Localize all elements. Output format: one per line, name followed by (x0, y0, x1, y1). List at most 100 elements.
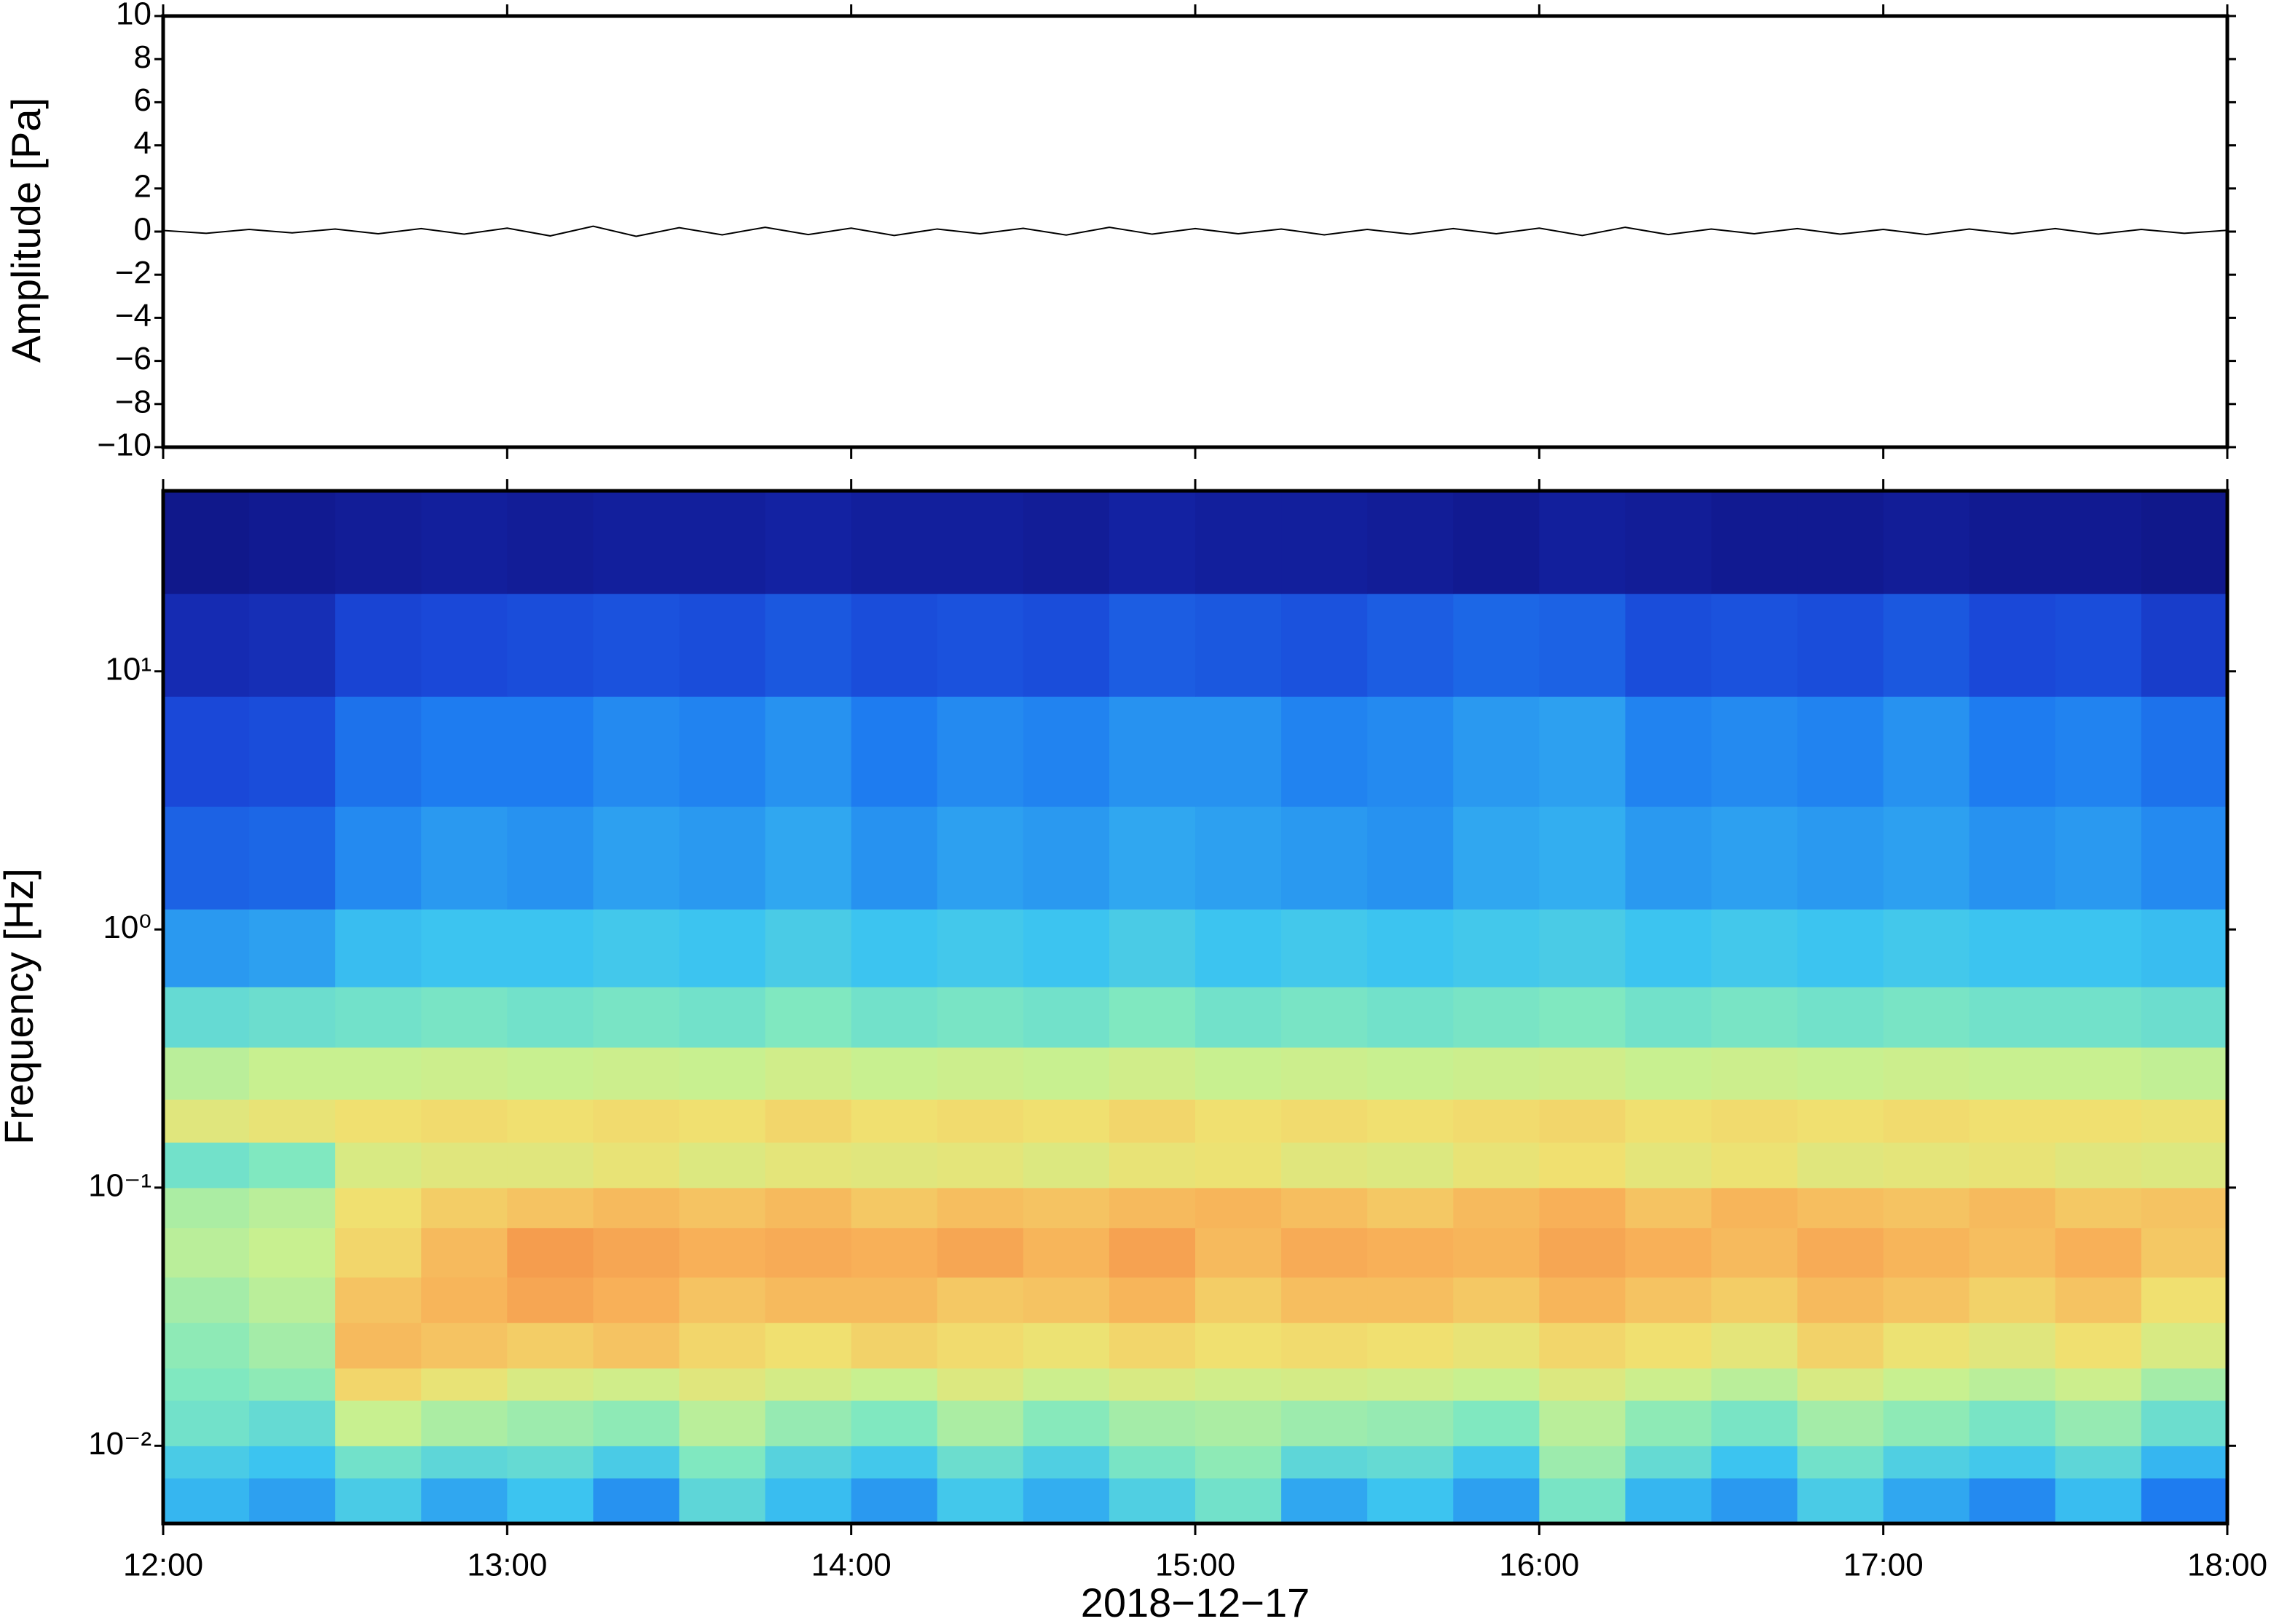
heatmap-cell (1453, 1046, 1540, 1100)
heatmap-cell (1539, 909, 1626, 988)
plot-frame (161, 489, 2229, 1526)
heatmap-cell (765, 1277, 852, 1323)
heatmap-cell (1023, 1446, 1110, 1479)
heatmap-cell (1453, 1142, 1540, 1189)
heatmap-cell (2141, 806, 2228, 910)
x-tick-label: 12:00 (123, 1548, 203, 1583)
heatmap-cell (1625, 1187, 1712, 1229)
heatmap-cell (1883, 696, 1970, 807)
heatmap-cell (1109, 806, 1196, 910)
heatmap-cell (1453, 1277, 1540, 1323)
heatmap-cell (1023, 1478, 1110, 1524)
heatmap-cell (2141, 696, 2228, 807)
heatmap-cell (1797, 1187, 1884, 1229)
heatmap-cell (2141, 491, 2228, 594)
y-tick-label: 4 (134, 125, 151, 161)
heatmap-cell (163, 1478, 250, 1524)
waveform (162, 225, 2228, 237)
heatmap-cell (937, 1227, 1024, 1278)
heatmap-cell (593, 1142, 680, 1189)
heatmap-cell (765, 806, 852, 910)
heatmap-cell (163, 491, 250, 594)
y-tick-label: −4 (115, 298, 151, 334)
heatmap-cell (1367, 1323, 1454, 1369)
heatmap-cell (1969, 594, 2056, 697)
heatmap-cell (249, 1099, 336, 1143)
heatmap-cell (421, 594, 508, 697)
heatmap-cell (1883, 1187, 1970, 1229)
y-tick-label: 10⁻¹ (88, 1167, 151, 1203)
heatmap-cell (2055, 1187, 2142, 1229)
heatmap-cell (765, 1142, 852, 1189)
heatmap-cell (421, 1187, 508, 1229)
heatmap-cell (1711, 1277, 1798, 1323)
heatmap-cell (1109, 1323, 1196, 1369)
heatmap-cell (335, 491, 422, 594)
heatmap-cell (2141, 1368, 2228, 1401)
heatmap-cell (163, 1142, 250, 1189)
heatmap-cell (1883, 1323, 1970, 1369)
heatmap-cell (765, 1187, 852, 1229)
heatmap-cell (249, 1368, 336, 1401)
heatmap-cell (2141, 1446, 2228, 1479)
heatmap-cell (851, 594, 938, 697)
heatmap-cell (1281, 1187, 1368, 1229)
heatmap-cell (1281, 1046, 1368, 1100)
y-tick-label: 10¹ (105, 651, 151, 687)
heatmap-cell (163, 806, 250, 910)
heatmap-cell (1281, 696, 1368, 807)
heatmap-cell (163, 986, 250, 1048)
heatmap-cell (1281, 1446, 1368, 1479)
heatmap-cell (249, 1046, 336, 1100)
heatmap-cell (937, 696, 1024, 807)
heatmap-cell (507, 806, 594, 910)
heatmap-cell (1367, 986, 1454, 1048)
heatmap-cell (1883, 1227, 1970, 1278)
heatmap-cell (2055, 909, 2142, 988)
heatmap-cell (1969, 1478, 2056, 1524)
heatmap-cell (851, 1446, 938, 1479)
heatmap-cell (1797, 1099, 1884, 1143)
heatmap-cell (1969, 1227, 2056, 1278)
heatmap-cell (937, 1478, 1024, 1524)
heatmap-cell (1883, 491, 1970, 594)
heatmap-cell (1195, 1046, 1282, 1100)
heatmap-cell (937, 806, 1024, 910)
heatmap-cell (421, 1323, 508, 1369)
heatmap-cell (1625, 806, 1712, 910)
heatmap-cell (1367, 1478, 1454, 1524)
heatmap-cell (1109, 1142, 1196, 1189)
heatmap-cell (1453, 909, 1540, 988)
heatmap-cell (1539, 1099, 1626, 1143)
heatmap-cell (937, 1046, 1024, 1100)
heatmap-cell (937, 1099, 1024, 1143)
heatmap-cell (2141, 1478, 2228, 1524)
heatmap-cell (765, 1446, 852, 1479)
heatmap-cell (851, 1227, 938, 1278)
heatmap-cell (593, 1099, 680, 1143)
y-tick-label: −2 (115, 255, 151, 291)
heatmap-cell (1969, 1142, 2056, 1189)
heatmap-cell (335, 1478, 422, 1524)
heatmap-cell (765, 594, 852, 697)
heatmap-cell (2141, 986, 2228, 1048)
heatmap-cell (421, 491, 508, 594)
heatmap-cell (1797, 986, 1884, 1048)
heatmap-cell (593, 986, 680, 1048)
y-axis-title: Frequency [Hz] (0, 868, 42, 1145)
heatmap-cell (1711, 1323, 1798, 1369)
heatmap-cell (765, 1400, 852, 1446)
heatmap-cell (249, 909, 336, 988)
heatmap-cell (249, 1446, 336, 1479)
heatmap-cell (1797, 909, 1884, 988)
heatmap-cell (2055, 1478, 2142, 1524)
heatmap-cell (937, 1400, 1024, 1446)
heatmap-cell (1367, 1400, 1454, 1446)
heatmap-cell (2141, 1142, 2228, 1189)
heatmap-cell (163, 1046, 250, 1100)
heatmap-cell (679, 1368, 766, 1401)
heatmap-cell (1023, 1142, 1110, 1189)
heatmap-cell (851, 1400, 938, 1446)
heatmap-cell (335, 1227, 422, 1278)
heatmap-cell (1711, 1446, 1798, 1479)
